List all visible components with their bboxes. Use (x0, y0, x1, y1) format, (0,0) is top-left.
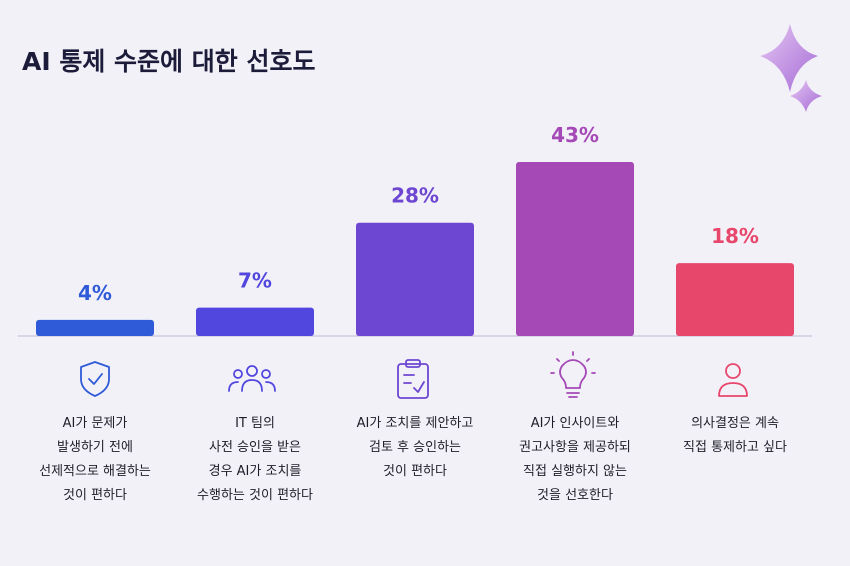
value-label: 4% (78, 281, 112, 305)
category-label: AI가 문제가 발생하기 전에 선제적으로 해결하는 것이 편하다 (39, 416, 151, 503)
bar (356, 222, 474, 336)
bar (516, 162, 634, 336)
sparkle (790, 80, 822, 112)
bar (676, 263, 794, 336)
clipboard-icon (397, 359, 429, 399)
team-icon (228, 365, 276, 392)
value-label: 18% (711, 224, 759, 248)
bar (196, 307, 314, 336)
value-label: 7% (238, 269, 272, 293)
value-label: 28% (391, 184, 439, 208)
value-label: 43% (551, 123, 599, 147)
sparkle (760, 24, 818, 92)
chart-title: AI 통제 수준에 대한 선호도 (22, 47, 315, 76)
person-icon (718, 363, 748, 397)
shield-icon (80, 361, 110, 397)
category-label: AI가 인사이트와 권고사항을 제공하되 직접 실행하지 않는 것을 선호한다 (519, 416, 631, 503)
bulb-icon (550, 351, 596, 398)
category-label: IT 팀의 사전 승인을 받은 경우 AI가 조치를 수행하는 것이 편하다 (197, 416, 313, 503)
category-label: AI가 조치를 제안하고 검토 후 승인하는 것이 편하다 (356, 416, 474, 479)
category-label: 의사결정은 계속 직접 통제하고 싶다 (683, 416, 787, 455)
bar (36, 319, 154, 336)
